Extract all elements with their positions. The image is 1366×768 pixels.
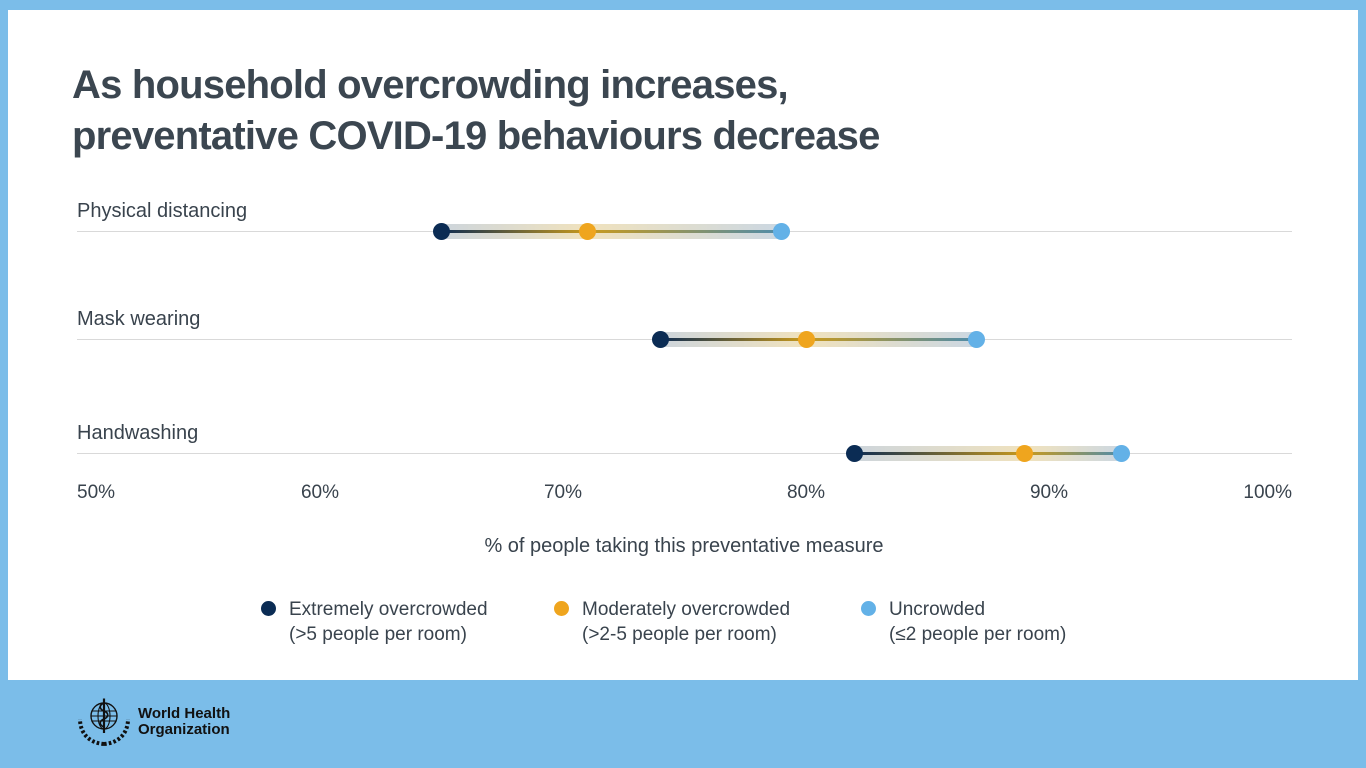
moderately-overcrowded-dot — [1016, 444, 1034, 462]
uncrowded-dot — [773, 222, 791, 240]
extremely-overcrowded-dot — [846, 444, 864, 462]
dumbbell-line — [441, 230, 782, 233]
legend-label: Moderately overcrowded (>2-5 people per … — [582, 599, 791, 645]
dumbbell-line — [660, 338, 977, 341]
row-label: Handwashing — [77, 422, 199, 444]
legend-item-moderately-overcrowded: Moderately overcrowded (>2-5 people per … — [554, 597, 790, 647]
x-tick-90: 90% — [1029, 482, 1069, 503]
chart-title-line2: preventative COVID-19 behaviours decreas… — [72, 114, 880, 158]
who-logo: World Health Organization — [77, 697, 230, 747]
legend-label: Extremely overcrowded (>5 people per roo… — [289, 599, 488, 645]
who-emblem-icon — [78, 698, 130, 746]
uncrowded-legend-dot — [861, 601, 876, 616]
moderately-overcrowded-legend-dot — [554, 601, 569, 616]
x-tick-60: 60% — [300, 482, 340, 503]
extremely-overcrowded-legend-dot — [261, 601, 276, 616]
chart-title-line1: As household overcrowding increases, — [72, 63, 789, 107]
row-label: Physical distancing — [77, 200, 248, 222]
moderately-overcrowded-dot — [797, 330, 815, 348]
extremely-overcrowded-dot — [433, 222, 450, 240]
chart-title: As household overcrowding increases, pre… — [72, 60, 880, 162]
moderately-overcrowded-dot — [578, 222, 596, 240]
dumbbell-line — [854, 452, 1122, 455]
x-tick-80: 80% — [786, 482, 826, 503]
uncrowded-dot — [1113, 444, 1131, 462]
x-tick-50: 50% — [77, 482, 116, 503]
legend-item-uncrowded: Uncrowded (≤2 people per room) — [861, 597, 1066, 647]
chart-card: As household overcrowding increases, pre… — [8, 10, 1358, 680]
x-tick-70: 70% — [543, 482, 583, 503]
row-gridline — [77, 453, 1292, 454]
row-label: Mask wearing — [77, 308, 201, 330]
extremely-overcrowded-dot — [651, 330, 669, 348]
who-logo-text: World Health Organization — [138, 705, 231, 738]
x-tick-100: 100% — [1243, 482, 1292, 503]
legend-label: Uncrowded (≤2 people per room) — [889, 599, 1067, 645]
uncrowded-dot — [967, 330, 985, 348]
legend-item-extremely-overcrowded: Extremely overcrowded (>5 people per roo… — [261, 597, 488, 647]
x-axis-label: % of people taking this preventative mea… — [484, 535, 884, 557]
